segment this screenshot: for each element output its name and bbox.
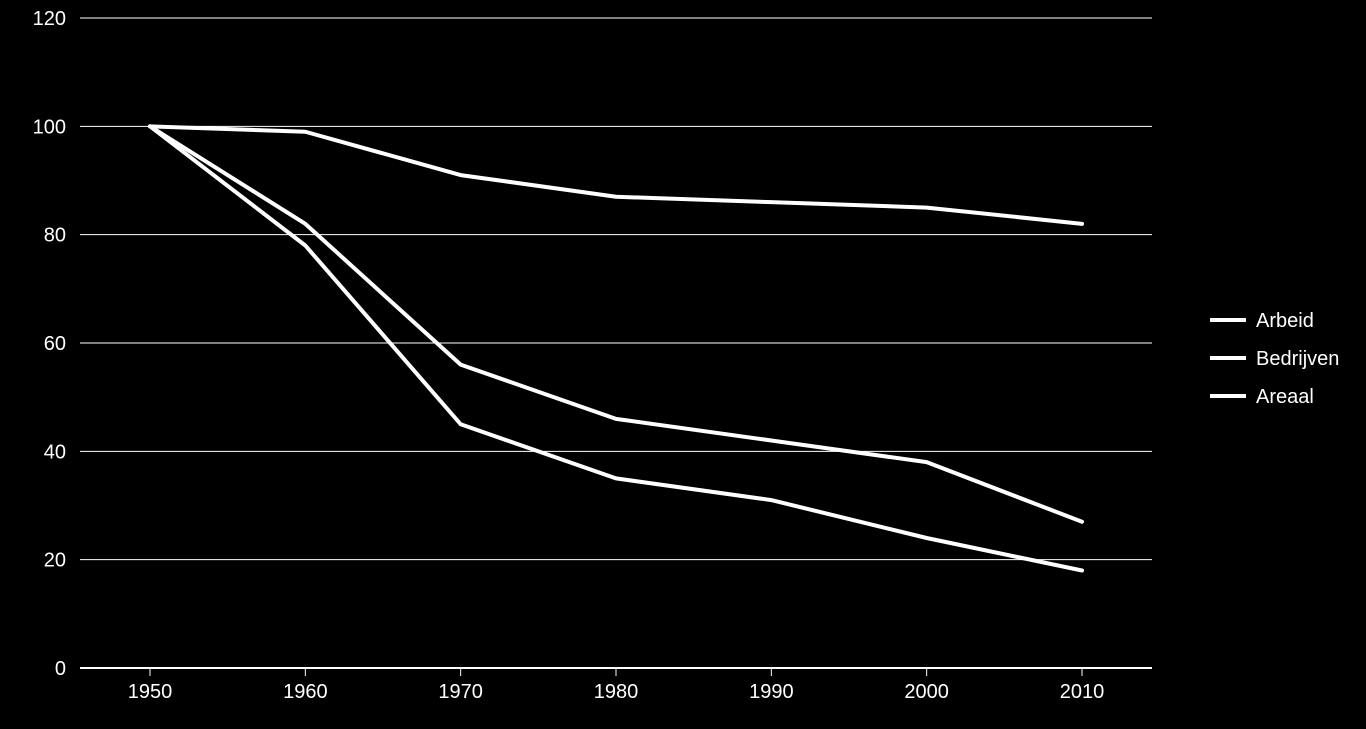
- legend-label: Arbeid: [1256, 310, 1314, 332]
- legend-label: Areaal: [1256, 386, 1314, 408]
- y-tick-label: 80: [44, 225, 66, 247]
- y-tick-label: 100: [33, 116, 66, 138]
- x-tick-label: 1950: [128, 681, 173, 703]
- x-tick-label: 1990: [749, 681, 794, 703]
- x-tick-label: 1980: [594, 681, 639, 703]
- y-tick-label: 0: [55, 658, 66, 680]
- y-tick-label: 60: [44, 333, 66, 355]
- legend-label: Bedrijven: [1256, 348, 1339, 370]
- x-tick-label: 1970: [438, 681, 483, 703]
- y-tick-label: 40: [44, 441, 66, 463]
- y-tick-label: 20: [44, 550, 66, 572]
- line-chart: 0 20 40 60 80 100 120 1950 1960 1970 1980 1990 2000 2…: [0, 0, 1366, 729]
- y-tick-label: 120: [33, 8, 66, 30]
- x-tick-label: 1960: [283, 681, 328, 703]
- x-tick-label: 2010: [1060, 681, 1105, 703]
- x-tick-label: 2000: [904, 681, 949, 703]
